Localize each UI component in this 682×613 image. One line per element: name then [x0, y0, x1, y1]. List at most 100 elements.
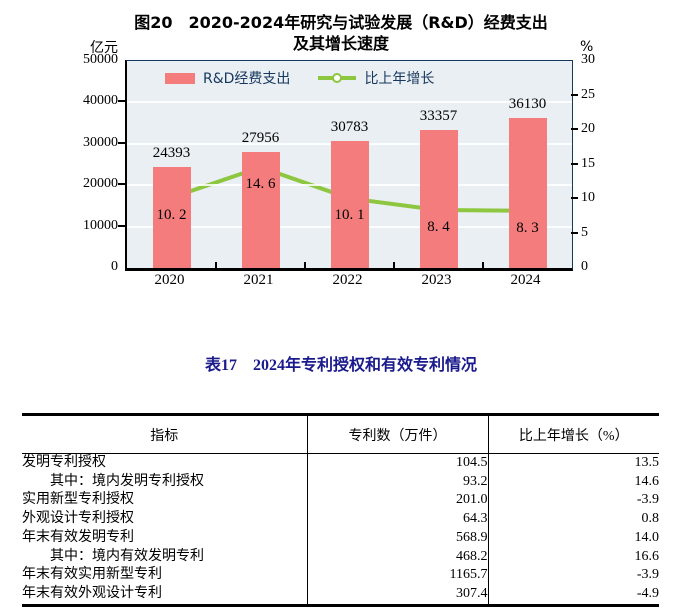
table-row: 发明专利授权 104.5 13.5	[22, 453, 659, 473]
table-body: 发明专利授权 104.5 13.5 其中：境内发明专利授权 93.2 14.6 实用新型专利…	[22, 453, 659, 606]
count-cell: 104.5	[306, 453, 488, 473]
point-label: 8. 3	[516, 219, 539, 236]
left-axis-tick-mark	[118, 224, 125, 227]
point-label: 14. 6	[245, 176, 276, 193]
count-cell: 1165.7	[306, 566, 488, 585]
table-row: 外观设计专利授权 64.3 0.8	[22, 510, 659, 529]
table-title: 表17 2024年专利授权和有效专利情况	[204, 357, 477, 374]
point-label: 8. 4	[427, 219, 450, 236]
gridline	[127, 101, 572, 104]
line-legend-marker-icon	[332, 73, 343, 83]
growth-cell: 13.5	[487, 453, 659, 473]
right-axis-tick-mark	[571, 197, 578, 199]
x-axis-tick-mark	[304, 262, 306, 268]
chart-title-line1: 图20 2020-2024年研究与试验发展（R&D）经费支出	[134, 13, 548, 32]
count-cell: 568.9	[306, 528, 488, 548]
growth-cell: -3.9	[487, 491, 659, 511]
bar-legend-label: R&D经费支出	[203, 71, 291, 87]
growth-cell: 14.6	[487, 472, 659, 492]
year-label: 2023	[421, 272, 452, 288]
left-axis-tick-label: 0	[111, 259, 118, 274]
right-axis-tick-mark	[571, 231, 578, 234]
right-axis-tick-label: 15	[581, 155, 595, 171]
table-row: 年末有效实用新型专利 1165.7 -3.9	[22, 566, 659, 585]
right-axis-tick-label: 10	[581, 190, 595, 205]
legend: R&D经费支出 比上年增长	[165, 68, 434, 88]
indicator-cell: 年末有效实用新型专利	[22, 567, 162, 583]
table-row: 其中：境内有效发明专利 468.2 16.6	[22, 547, 659, 567]
count-cell: 201.0	[306, 491, 488, 511]
bar-value-label: 27956	[241, 130, 280, 147]
chart-title-line2: 及其增长速度	[292, 34, 389, 53]
left-axis-tick-label: 50000	[83, 52, 118, 67]
bar-value-label: 30783	[330, 118, 369, 135]
indicator-cell: 外观设计专利授权	[22, 511, 134, 527]
table-row: 实用新型专利授权 201.0 -3.9	[22, 491, 659, 511]
indicator-cell: 年末有效外观设计专利	[22, 585, 162, 601]
header-growth: 比上年增长（%）	[487, 414, 659, 454]
indicator-cell: 年末有效发明专利	[22, 529, 134, 545]
header-count: 专利数（万件）	[306, 414, 488, 454]
bar	[152, 167, 191, 268]
patent-table: 指标 专利数（万件） 比上年增长（%） 发明专利授权 104.5 13.5 其中：境内…	[22, 413, 659, 607]
chart-title: 图20 2020-2024年研究与试验发展（R&D）经费支出 及其增长速度	[0, 12, 682, 54]
indicator-cell: 实用新型专利授权	[22, 492, 134, 508]
indicator-cell: 其中：境内有效发明专利	[50, 548, 204, 564]
line-legend-symbol	[318, 73, 357, 83]
growth-cell: 0.8	[487, 510, 659, 529]
right-axis-unit: %	[580, 39, 594, 55]
growth-cell: -3.9	[487, 566, 659, 585]
growth-cell: 14.0	[487, 528, 659, 548]
chart-block: 图20 2020-2024年研究与试验发展（R&D）经费支出 及其增长速度 亿元…	[0, 12, 682, 288]
x-axis-tick-mark	[215, 262, 217, 268]
table-row: 年末有效发明专利 568.9 14.0	[22, 528, 659, 548]
indicator-cell: 其中：境内发明专利授权	[50, 473, 204, 489]
bar	[241, 152, 280, 268]
year-label: 2020	[154, 272, 185, 288]
right-axis-tick-label: 30	[581, 52, 595, 67]
bar	[419, 129, 458, 268]
left-axis-tick-mark	[118, 100, 125, 103]
bar	[330, 140, 369, 268]
left-axis-unit: 亿元	[90, 40, 118, 56]
left-axis-tick-label: 30000	[83, 134, 118, 150]
right-axis-tick-label: 0	[581, 259, 588, 274]
left-axis-tick-label: 10000	[83, 217, 118, 233]
right-axis-tick-label: 25	[581, 86, 595, 102]
right-axis-tick-label: 5	[581, 224, 588, 240]
indicator-cell: 发明专利授权	[22, 455, 106, 470]
year-label: 2024	[510, 272, 541, 288]
growth-cell: -4.9	[487, 584, 659, 606]
point-label: 10. 1	[334, 207, 365, 224]
count-cell: 93.2	[306, 472, 488, 492]
count-cell: 64.3	[306, 510, 488, 529]
bar-value-label: 33357	[419, 107, 458, 124]
count-cell: 307.4	[306, 584, 488, 606]
x-axis-tick-mark	[482, 262, 484, 268]
left-axis-tick-mark	[118, 183, 125, 186]
legend-item-line: 比上年增长	[318, 68, 434, 88]
table-row: 年末有效外观设计专利 307.4 -4.9	[22, 584, 659, 606]
header-indicator: 指标	[22, 414, 307, 454]
right-axis-tick-mark	[571, 162, 578, 165]
right-axis-tick-mark	[571, 128, 578, 130]
bar	[508, 118, 547, 268]
year-label: 2022	[332, 272, 363, 288]
line-legend-label: 比上年增长	[364, 71, 435, 87]
plot-area: R&D经费支出 比上年增长 24393 27956 30783 33357 36130 1…	[125, 60, 573, 271]
right-axis-tick-label: 20	[581, 121, 595, 136]
table-row: 其中：境内发明专利授权 93.2 14.6	[22, 472, 659, 492]
legend-item-bar: R&D经费支出	[165, 68, 290, 88]
bar-legend-swatch	[165, 72, 195, 84]
left-axis-tick-label: 40000	[83, 93, 118, 109]
growth-cell: 16.6	[487, 547, 659, 567]
year-label: 2021	[243, 272, 274, 288]
table-header-row: 指标 专利数（万件） 比上年增长（%）	[22, 414, 659, 454]
left-axis-tick-label: 20000	[83, 176, 118, 192]
left-axis-tick-mark	[118, 141, 125, 144]
bar-value-label: 24393	[152, 145, 191, 162]
count-cell: 468.2	[306, 547, 488, 567]
bar-value-label: 36130	[508, 96, 547, 113]
x-axis-tick-mark	[393, 262, 395, 268]
